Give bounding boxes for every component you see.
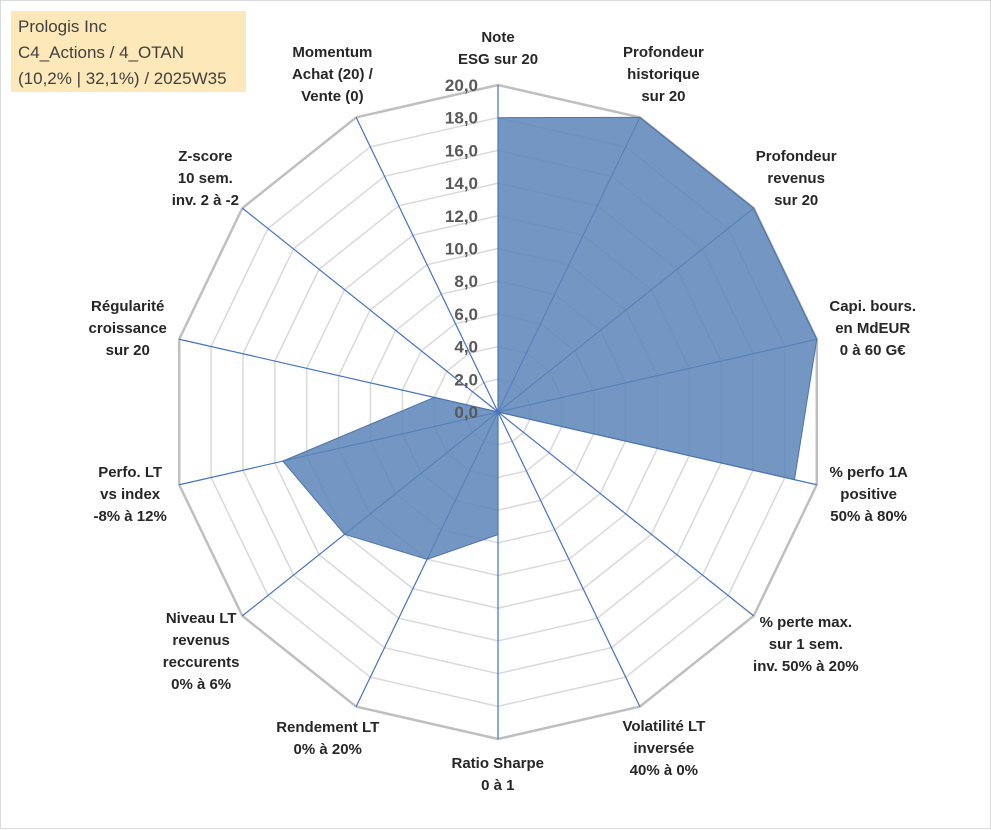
tick-label: 4,0: [454, 338, 478, 357]
axis-label-line: positive: [829, 484, 907, 506]
axis-label-line: revenus: [163, 630, 240, 652]
axis-label-line: Vente (0): [292, 86, 373, 108]
axis-label-line: % perfo 1A: [829, 462, 907, 484]
stats-line: (10,2% | 32,1%) / 2025W35: [18, 66, 246, 92]
axis-label-line: en MdEUR: [829, 318, 916, 340]
axis-label-line: inv. 2 à -2: [172, 190, 239, 212]
axis-label-line: 10 sem.: [172, 168, 239, 190]
tick-label: 0,0: [454, 403, 478, 422]
axis-label-line: Régularité: [89, 296, 167, 318]
tick-label: 12,0: [445, 207, 478, 226]
tick-label: 20,0: [445, 76, 478, 95]
axis-label-line: 0 à 1: [452, 775, 545, 797]
axis-label-line: -8% à 12%: [93, 506, 166, 528]
info-box: Prologis Inc C4_Actions / 4_OTAN (10,2% …: [11, 11, 246, 92]
tick-label: 8,0: [454, 272, 478, 291]
company-name: Prologis Inc: [18, 14, 246, 40]
radial-tick-labels: 0,0 2,0 4,0 6,0 8,0 10,0 12,0 14,0 16,0 18,0 20,0: [445, 76, 478, 422]
axis-label-line: 0 à 60 G€: [829, 340, 916, 362]
axis-label-5: % perte max.sur 1 sem.inv. 50% à 20%: [753, 612, 859, 678]
axis-label-line: % perte max.: [753, 612, 859, 634]
axis-label-line: Rendement LT: [276, 717, 379, 739]
axis-label-line: vs index: [93, 484, 166, 506]
tick-label: 10,0: [445, 240, 478, 259]
tick-label: 16,0: [445, 141, 478, 160]
axis-label-line: 40% à 0%: [622, 760, 705, 782]
axis-label-line: Perfo. LT: [93, 462, 166, 484]
axis-label-line: Capi. bours.: [829, 296, 916, 318]
axis-label-line: Momentum: [292, 42, 373, 64]
axis-label-line: revenus: [756, 168, 837, 190]
axis-label-line: sur 1 sem.: [753, 634, 859, 656]
tick-label: 6,0: [454, 305, 478, 324]
axis-label-line: Profondeur: [623, 42, 704, 64]
axis-label-line: inversée: [622, 738, 705, 760]
axis-label-line: sur 20: [89, 340, 167, 362]
axis-label-line: 0% à 20%: [276, 739, 379, 761]
axis-label-line: reccurents: [163, 652, 240, 674]
axis-label-line: croissance: [89, 318, 167, 340]
axis-label-line: historique: [623, 64, 704, 86]
axis-label-line: Note: [458, 27, 538, 49]
category-line: C4_Actions / 4_OTAN: [18, 40, 246, 66]
axis-label-line: sur 20: [623, 86, 704, 108]
axis-label-line: ESG sur 20: [458, 49, 538, 71]
axis-label-line: Z-score: [172, 146, 239, 168]
axis-label-line: Achat (20) /: [292, 64, 373, 86]
tick-label: 18,0: [445, 109, 478, 128]
axis-label-line: sur 20: [756, 190, 837, 212]
tick-label: 2,0: [454, 370, 478, 389]
axis-label-line: inv. 50% à 20%: [753, 656, 859, 678]
tick-label: 14,0: [445, 174, 478, 193]
axis-label-line: Niveau LT: [163, 608, 240, 630]
axis-label-line: 50% à 80%: [829, 506, 907, 528]
axis-label-line: Ratio Sharpe: [452, 753, 545, 775]
axis-label-line: 0% à 6%: [163, 674, 240, 696]
axis-label-line: Volatilité LT: [622, 716, 705, 738]
axis-label-line: Profondeur: [756, 146, 837, 168]
